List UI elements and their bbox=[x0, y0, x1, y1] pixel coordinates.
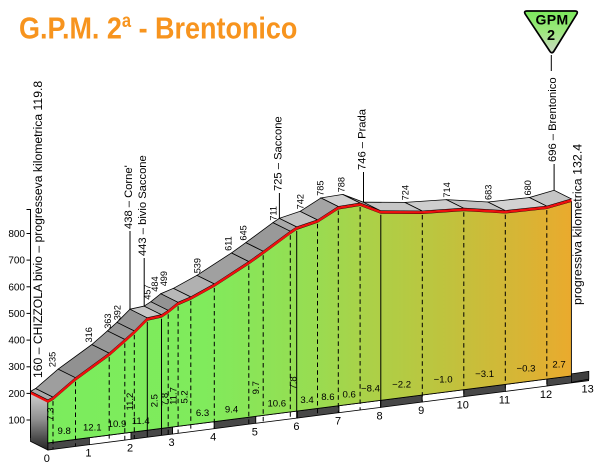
svg-text:7.8: 7.8 bbox=[289, 376, 300, 389]
svg-text:10.9: 10.9 bbox=[108, 419, 127, 430]
svg-text:742: 742 bbox=[296, 194, 306, 209]
svg-text:785: 785 bbox=[316, 181, 326, 196]
svg-text:363: 363 bbox=[103, 313, 113, 328]
svg-text:6.3: 6.3 bbox=[196, 408, 209, 419]
svg-text:3: 3 bbox=[169, 437, 175, 449]
svg-text:1: 1 bbox=[85, 448, 91, 460]
svg-text:457: 457 bbox=[142, 284, 152, 299]
svg-text:9.4: 9.4 bbox=[225, 405, 239, 416]
svg-text:7.8: 7.8 bbox=[160, 393, 171, 406]
svg-text:−0.3: −0.3 bbox=[517, 364, 536, 375]
svg-text:2: 2 bbox=[547, 28, 555, 44]
svg-text:−2.2: −2.2 bbox=[392, 380, 411, 391]
svg-text:8.6: 8.6 bbox=[321, 392, 334, 403]
svg-text:0.6: 0.6 bbox=[343, 389, 356, 400]
svg-text:2: 2 bbox=[127, 442, 133, 454]
svg-text:11: 11 bbox=[499, 394, 510, 406]
svg-text:499: 499 bbox=[159, 271, 169, 286]
svg-text:3.4: 3.4 bbox=[300, 395, 314, 406]
svg-text:9.8: 9.8 bbox=[58, 426, 71, 437]
svg-text:683: 683 bbox=[484, 185, 494, 200]
svg-text:13: 13 bbox=[581, 384, 593, 396]
svg-text:12: 12 bbox=[540, 389, 552, 401]
svg-text:2.5: 2.5 bbox=[150, 394, 161, 407]
svg-text:788: 788 bbox=[336, 177, 346, 192]
svg-text:680: 680 bbox=[523, 180, 533, 195]
svg-text:800: 800 bbox=[8, 229, 25, 240]
svg-text:GPM: GPM bbox=[535, 12, 568, 28]
svg-text:9.7: 9.7 bbox=[251, 381, 262, 394]
svg-text:6: 6 bbox=[293, 421, 299, 433]
svg-text:4: 4 bbox=[210, 432, 216, 444]
svg-text:160 – CHIZZOLA bivio – progres: 160 – CHIZZOLA bivio – progresseva kilom… bbox=[31, 81, 45, 378]
svg-text:724: 724 bbox=[401, 185, 411, 200]
svg-text:200: 200 bbox=[8, 389, 25, 400]
svg-text:611: 611 bbox=[224, 236, 234, 251]
svg-text:235: 235 bbox=[48, 352, 58, 367]
svg-text:10.6: 10.6 bbox=[267, 399, 286, 410]
svg-text:10: 10 bbox=[457, 400, 469, 412]
svg-text:316: 316 bbox=[84, 327, 94, 342]
svg-text:2.7: 2.7 bbox=[552, 360, 565, 371]
svg-text:700: 700 bbox=[8, 256, 25, 267]
svg-text:392: 392 bbox=[113, 305, 123, 320]
svg-text:714: 714 bbox=[442, 182, 452, 197]
svg-text:7.3: 7.3 bbox=[46, 407, 57, 420]
svg-text:8: 8 bbox=[377, 410, 383, 422]
svg-text:443 – bivio Saccone: 443 – bivio Saccone bbox=[137, 155, 149, 256]
svg-text:7: 7 bbox=[335, 416, 341, 428]
svg-text:438 – Corne': 438 – Corne' bbox=[123, 165, 135, 229]
svg-text:12.1: 12.1 bbox=[83, 422, 102, 433]
svg-text:5.2: 5.2 bbox=[180, 390, 191, 403]
svg-text:539: 539 bbox=[193, 258, 203, 273]
svg-text:100: 100 bbox=[8, 416, 25, 427]
svg-text:645: 645 bbox=[238, 225, 248, 240]
svg-text:progressiva kilometrica 132.4: progressiva kilometrica 132.4 bbox=[571, 144, 585, 305]
svg-text:600: 600 bbox=[8, 282, 25, 293]
svg-text:5: 5 bbox=[252, 426, 258, 438]
svg-text:484: 484 bbox=[150, 276, 160, 291]
svg-text:−1.0: −1.0 bbox=[434, 374, 453, 385]
svg-text:9: 9 bbox=[418, 405, 424, 417]
svg-text:711: 711 bbox=[269, 206, 279, 221]
svg-text:746 – Prada: 746 – Prada bbox=[357, 108, 369, 170]
svg-text:300: 300 bbox=[8, 362, 25, 373]
svg-text:696 – Brentonico: 696 – Brentonico bbox=[547, 77, 559, 162]
svg-text:−3.1: −3.1 bbox=[475, 369, 494, 380]
svg-text:11.4: 11.4 bbox=[132, 416, 151, 427]
svg-text:725 – Saccone: 725 – Saccone bbox=[272, 116, 284, 191]
svg-text:11.2: 11.2 bbox=[125, 393, 136, 411]
svg-text:0: 0 bbox=[44, 453, 50, 465]
svg-text:G.P.M. 2a - Brentonico: G.P.M. 2a - Brentonico bbox=[19, 10, 297, 46]
svg-text:−8.4: −8.4 bbox=[361, 384, 381, 395]
svg-text:11.7: 11.7 bbox=[168, 387, 179, 405]
svg-text:500: 500 bbox=[8, 309, 25, 320]
svg-text:400: 400 bbox=[8, 336, 25, 347]
